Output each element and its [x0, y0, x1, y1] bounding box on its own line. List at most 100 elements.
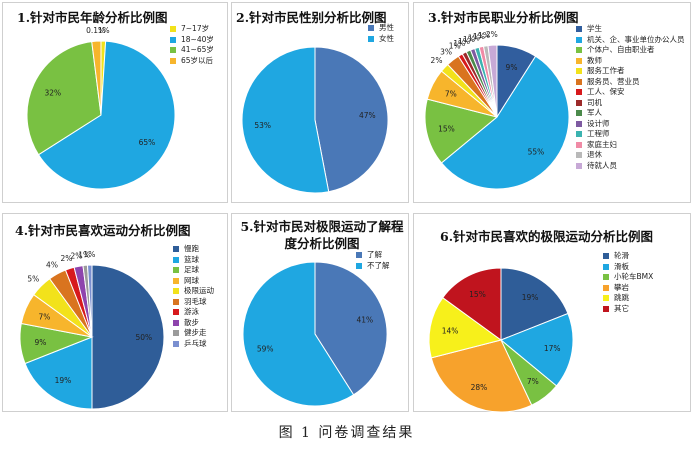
chart-legend: 了解 不了解 [356, 250, 390, 271]
legend-item: 7~17岁 [170, 24, 214, 35]
data-label: 17% [544, 344, 561, 353]
legend-item: 军人 [576, 108, 685, 119]
data-label: 5% [27, 274, 39, 283]
pie-slice [242, 261, 355, 407]
data-label: 1% [98, 26, 110, 35]
legend-item: 41~65岁 [170, 45, 214, 56]
legend-swatch [576, 141, 582, 148]
data-label: 1% [78, 250, 90, 259]
pie-slice [314, 46, 389, 193]
legend-swatch [170, 47, 176, 54]
data-label: 53% [254, 121, 271, 130]
legend-label: 轮滑 [614, 251, 629, 261]
legend-label: 工人、保安 [587, 87, 625, 97]
data-label: 7% [527, 377, 539, 386]
legend-swatch [603, 284, 609, 291]
legend-label: 散步 [184, 317, 199, 327]
legend-swatch [170, 57, 176, 64]
legend-swatch [356, 252, 362, 259]
legend-label: 设计师 [587, 118, 610, 128]
legend-swatch [173, 246, 179, 253]
legend-item: 机关、企、事业单位办公人员 [576, 35, 685, 46]
legend-label: 篮球 [184, 254, 199, 264]
pie-slice [428, 296, 503, 359]
legend-label: 军人 [587, 108, 602, 118]
legend-label: 不了解 [367, 260, 390, 270]
chart-legend: 学生 机关、企、事业单位办公人员 个体户、自由职业者 教师 服务工作者 服务员、营业员 工人… [576, 24, 685, 171]
chart-title: 1.针对市民年龄分析比例图 [17, 10, 168, 25]
data-label: 65% [139, 138, 156, 147]
legend-swatch [576, 89, 582, 96]
legend-item: 网球 [173, 276, 214, 287]
legend-swatch [368, 35, 374, 42]
legend-label: 其它 [614, 303, 629, 313]
legend-swatch [173, 309, 179, 316]
legend-swatch [576, 110, 582, 117]
legend-item: 慢跑 [173, 244, 214, 255]
legend-label: 女性 [379, 33, 394, 43]
data-label: 9% [34, 338, 46, 347]
legend-swatch [170, 26, 176, 33]
legend-item: 65岁以后 [170, 56, 214, 67]
chart-panel-age: 1.针对市民年龄分析比例图 1% 65% 32% 0.1% 7~17岁 18~40岁 41… [2, 2, 228, 203]
legend-label: 家庭主妇 [587, 139, 617, 149]
legend-item: 女性 [368, 34, 394, 45]
chart-title: 5.针对市民对极限运动了解程度分析比例图 [240, 219, 404, 251]
chart-title: 6.针对市民喜欢的极限运动分析比例图 [440, 229, 654, 244]
legend-swatch [356, 262, 362, 269]
legend-item: 乒乓球 [173, 339, 214, 350]
data-label: 1% [473, 32, 485, 41]
data-label: 1% [83, 250, 95, 259]
data-label: 2% [60, 254, 72, 263]
data-label: 19% [522, 293, 539, 302]
legend-item: 其它 [603, 304, 653, 315]
legend-label: 服务工作者 [587, 66, 625, 76]
data-label: 15% [469, 290, 486, 299]
legend-label: 服务员、营业员 [587, 76, 640, 86]
legend-item: 跳跳 [603, 293, 653, 304]
legend-swatch [603, 274, 609, 281]
legend-item: 男性 [368, 23, 394, 34]
legend-label: 小轮车BMX [614, 272, 654, 282]
pie-slice [500, 312, 574, 387]
pie-slice [430, 339, 533, 413]
legend-item: 工程师 [576, 129, 685, 140]
legend-swatch [576, 68, 582, 75]
legend-item: 足球 [173, 265, 214, 276]
legend-swatch [603, 305, 609, 312]
pie-slice [424, 98, 499, 164]
pie-chart: 19% 17% 7% 28% 14% 15% [428, 267, 574, 413]
legend-label: 网球 [184, 275, 199, 285]
legend-item: 极限运动 [173, 286, 214, 297]
legend-swatch [173, 330, 179, 337]
legend-swatch [173, 267, 179, 274]
pie-slice [442, 267, 502, 341]
legend-swatch [576, 162, 582, 169]
legend-swatch [576, 57, 582, 64]
legend-swatch [603, 263, 609, 270]
data-label: 2% [70, 252, 82, 261]
chart-panel-occupation: 3.针对市民职业分析比例图 9% 55% 15% 7% 2% 3% 1% 1% 1% 1% 1% 1%… [413, 2, 691, 203]
data-label: 4% [46, 260, 58, 269]
data-label: 7% [38, 312, 50, 321]
chart-title: 2.针对市民性别分析比例图 [236, 10, 387, 25]
legend-swatch [576, 36, 582, 43]
pie-chart: 47% 53% [241, 46, 389, 194]
legend-item: 设计师 [576, 119, 685, 130]
data-label: 28% [471, 383, 488, 392]
legend-swatch [173, 319, 179, 326]
pie-slice [26, 41, 102, 156]
pie-chart: 1% 65% 32% 0.1% [26, 26, 176, 190]
pie-slice [440, 55, 570, 190]
data-label: 1% [468, 33, 480, 42]
pie-slice [91, 264, 165, 410]
chart-panel-sports: 4.针对市民喜欢运动分析比例图 50% 19% 9% 7% 5% 4% 2% 2% 1% 1% 慢… [2, 213, 228, 412]
data-label: 32% [44, 88, 61, 97]
legend-label: 41~65岁 [181, 45, 214, 55]
data-label: 1% [453, 39, 465, 48]
data-label: 1% [458, 37, 470, 46]
legend-label: 极限运动 [184, 286, 214, 296]
data-label: 1% [449, 42, 461, 51]
legend-item: 滑板 [603, 262, 653, 273]
legend-swatch [576, 152, 582, 159]
